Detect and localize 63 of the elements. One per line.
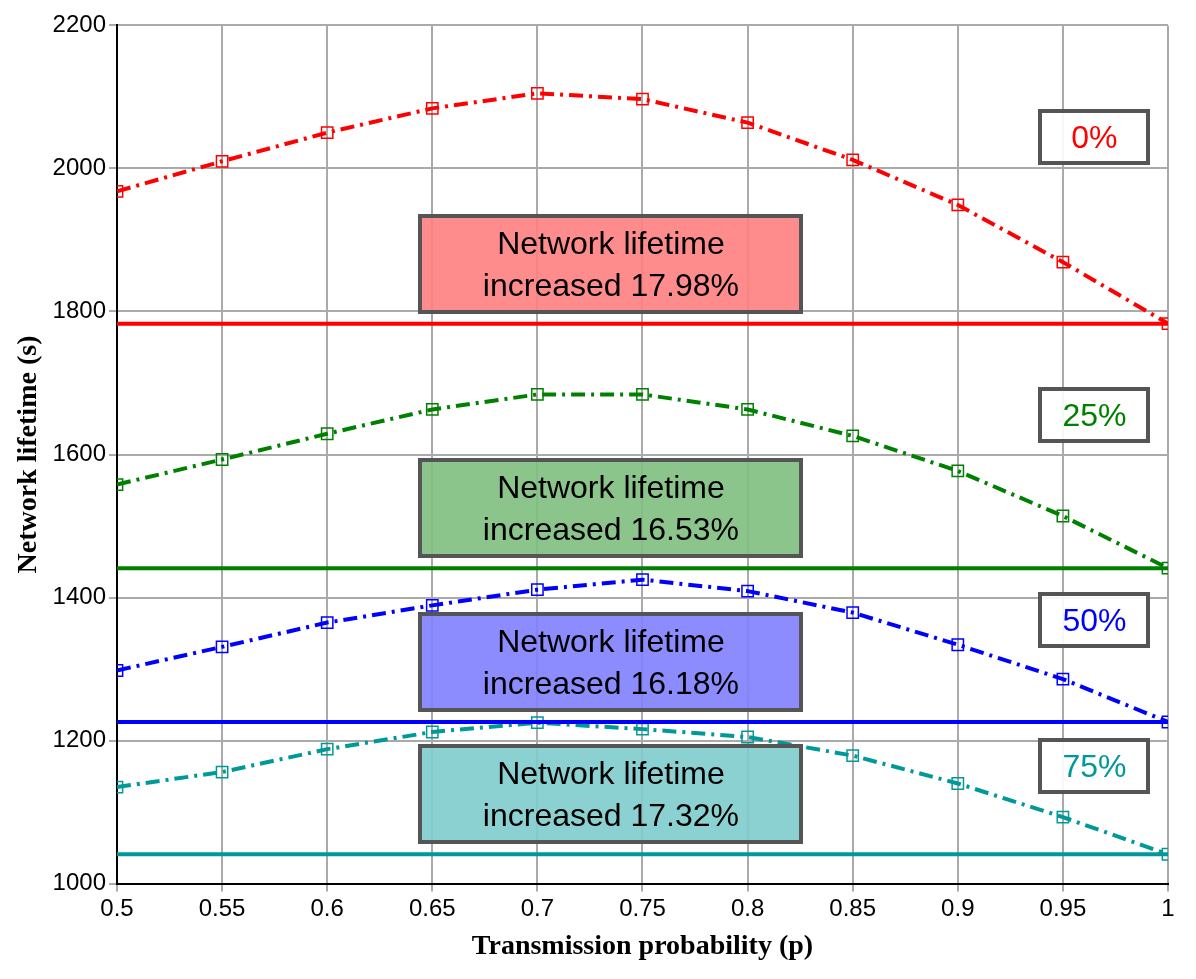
point [741, 584, 754, 598]
x-tick-label: 0.75 [619, 893, 666, 921]
point [951, 638, 965, 652]
point [846, 606, 860, 619]
point [215, 154, 229, 168]
y-tick-label: 1200 [52, 725, 106, 753]
point [1056, 810, 1070, 824]
point [320, 616, 334, 629]
point [320, 126, 334, 140]
y-tick-label: 2200 [52, 10, 106, 38]
x-tick-label: 0.5 [100, 893, 134, 921]
point [425, 403, 439, 416]
x-tick-label: 0.9 [941, 893, 975, 921]
text-box: Network lifetime increased 16.18% [418, 612, 804, 712]
point [951, 464, 965, 478]
x-tick-label: 0.6 [310, 893, 344, 921]
x-tick-label: 1 [1161, 893, 1175, 921]
point [530, 716, 544, 730]
point [636, 388, 649, 401]
y-tick-label: 1400 [52, 582, 106, 610]
text-box: 25% [1038, 386, 1151, 443]
text-box: 50% [1038, 591, 1151, 648]
point [215, 453, 229, 466]
text-box: Network lifetime increased 17.32% [418, 744, 804, 845]
point [1056, 255, 1070, 269]
x-tick-label: 0.85 [829, 893, 877, 921]
x-tick-label: 0.55 [198, 893, 246, 921]
y-tick-label: 1800 [52, 296, 106, 324]
point [636, 92, 649, 106]
point [425, 598, 439, 612]
y-tick-label: 2000 [52, 153, 106, 181]
point [1056, 672, 1070, 686]
x-tick-label: 0.95 [1039, 893, 1087, 921]
point [951, 777, 965, 790]
point [320, 427, 334, 441]
point [741, 116, 754, 130]
y-axis-title: Network lifetime (s) [11, 335, 43, 574]
point [846, 153, 860, 167]
point [741, 403, 754, 416]
y-tick-label: 1000 [52, 868, 106, 896]
text-box: 75% [1038, 737, 1151, 794]
point [846, 749, 860, 762]
point [530, 583, 544, 597]
point [215, 765, 229, 779]
text-box: Network lifetime increased 16.53% [418, 458, 804, 559]
x-axis-title: Transmission probability (p) [471, 929, 814, 961]
point [636, 573, 649, 587]
point [425, 101, 439, 115]
point [951, 198, 965, 212]
x-tick-label: 0.8 [730, 893, 765, 921]
point [846, 429, 860, 443]
point [215, 640, 229, 654]
point [530, 388, 544, 401]
text-box: 0% [1038, 109, 1151, 166]
point [741, 730, 754, 744]
point [1056, 509, 1070, 523]
y-tick-label: 1600 [52, 439, 106, 467]
x-tick-label: 0.65 [408, 893, 456, 921]
point [320, 742, 334, 756]
x-tick-label: 0.7 [520, 893, 555, 921]
point [425, 725, 439, 739]
point [530, 86, 544, 100]
text-box: Network lifetime increased 17.98% [418, 213, 804, 314]
